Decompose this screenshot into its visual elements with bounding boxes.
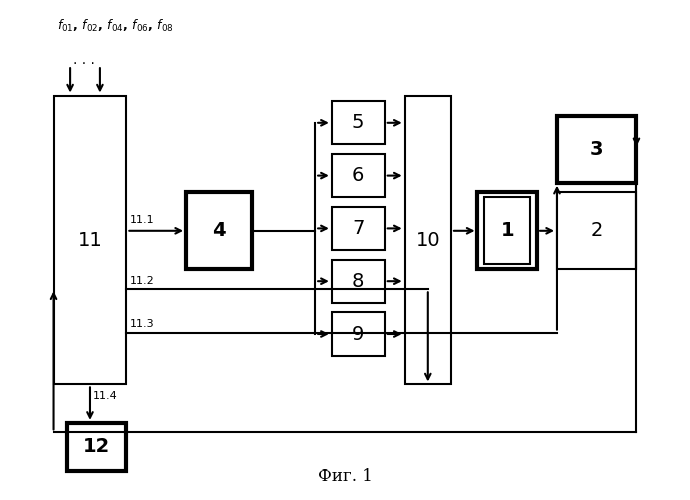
Text: 10: 10 (415, 231, 440, 250)
Text: 1: 1 (500, 222, 514, 240)
Bar (332, 154, 385, 197)
Bar (332, 101, 385, 144)
Bar (67, 423, 126, 471)
Text: 11.2: 11.2 (130, 276, 155, 285)
Bar (557, 192, 636, 269)
Text: 11: 11 (77, 231, 102, 250)
Text: 11.3: 11.3 (130, 319, 155, 329)
Bar (332, 312, 385, 356)
Text: 12: 12 (83, 438, 110, 456)
Bar (332, 260, 385, 303)
Text: 5: 5 (352, 114, 364, 132)
Text: 4: 4 (213, 222, 226, 240)
Bar (404, 96, 451, 385)
Text: 3: 3 (590, 140, 604, 158)
Bar (484, 197, 531, 264)
Text: 6: 6 (352, 166, 364, 185)
Text: 9: 9 (352, 324, 364, 344)
Bar (557, 116, 636, 183)
Text: Фиг. 1: Фиг. 1 (317, 468, 373, 485)
Bar (477, 192, 537, 269)
Text: 8: 8 (352, 272, 364, 290)
Bar (54, 96, 126, 385)
Text: 11.4: 11.4 (93, 391, 118, 401)
Text: 11.1: 11.1 (130, 215, 155, 225)
Text: . . .: . . . (73, 54, 95, 68)
Text: 2: 2 (591, 222, 603, 240)
Bar (186, 192, 253, 269)
Text: $f_{01}$, $f_{02}$, $f_{04}$, $f_{06}$, $f_{08}$: $f_{01}$, $f_{02}$, $f_{04}$, $f_{06}$, … (57, 18, 174, 34)
Bar (332, 207, 385, 250)
Text: 7: 7 (352, 219, 364, 238)
